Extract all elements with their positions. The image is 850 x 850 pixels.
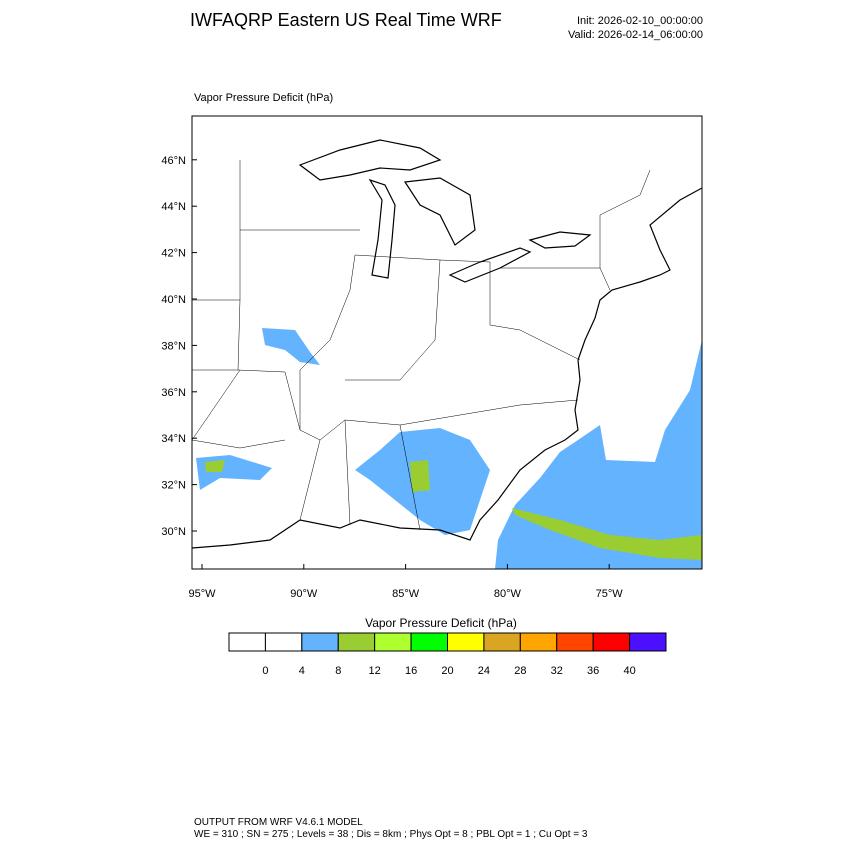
graticule-labels: 30°N 32°N 34°N 36°N 38°N 40°N 42°N 44°N 46°N 95°W… — [161, 155, 623, 600]
coastline — [192, 187, 702, 549]
colorbar-box — [556, 632, 594, 652]
lon-label: 85°W — [392, 588, 420, 600]
lake-superior — [298, 139, 442, 181]
map-frame — [191, 115, 703, 570]
lon-label: 90°W — [290, 588, 318, 600]
vpd-ocean — [495, 340, 702, 569]
colorbar-label: 36 — [587, 665, 599, 677]
lake-erie — [448, 247, 532, 283]
valid-time: Valid: 2026-02-14_06:00:00 — [568, 29, 703, 41]
title: IWFAQRP Eastern US Real Time WRF — [190, 10, 502, 30]
lat-label: 30°N — [161, 526, 186, 538]
colorbar: 0 4 8 12 16 20 24 28 32 36 40 — [228, 632, 667, 677]
vpd-missouri — [262, 328, 320, 365]
vpd-texas-high — [205, 460, 225, 472]
lon-label: 95°W — [188, 588, 216, 600]
colorbar-box — [519, 632, 558, 652]
map-label: Vapor Pressure Deficit (hPa) — [194, 92, 333, 104]
state-borders — [192, 160, 651, 531]
colorbar-label: 28 — [514, 665, 526, 677]
colorbar-box — [629, 632, 667, 652]
vpd-ocean-high — [512, 508, 702, 560]
lat-label: 44°N — [161, 201, 186, 213]
lake-huron — [403, 177, 476, 246]
lat-label: 34°N — [161, 433, 186, 445]
footer-line: WE = 310 ; SN = 275 ; Levels = 38 ; Dis … — [194, 829, 588, 840]
vpd-georgia-high — [410, 460, 430, 492]
colorbar-label: 8 — [335, 665, 341, 677]
lake-ontario — [528, 231, 592, 249]
colorbar-title: Vapor Pressure Deficit (hPa) — [365, 616, 517, 630]
colorbar-label: 16 — [405, 665, 417, 677]
lon-label: 80°W — [494, 588, 522, 600]
lat-label: 36°N — [161, 387, 186, 399]
colorbar-box — [410, 632, 449, 652]
lat-label: 38°N — [161, 340, 186, 352]
colorbar-box — [374, 632, 412, 652]
lat-label: 42°N — [161, 248, 186, 260]
colorbar-label: 12 — [369, 665, 381, 677]
footer-line: OUTPUT FROM WRF V4.6.1 MODEL — [194, 817, 363, 828]
lon-label: 75°W — [596, 588, 624, 600]
init-time: Init: 2026-02-10_00:00:00 — [577, 15, 703, 27]
colorbar-box — [264, 632, 303, 652]
colorbar-box — [483, 632, 521, 652]
colorbar-label: 24 — [478, 665, 490, 677]
map — [191, 115, 703, 570]
colorbar-box — [301, 632, 339, 652]
lake-michigan — [368, 178, 396, 279]
colorbar-label: 0 — [262, 665, 268, 677]
colorbar-box — [447, 632, 485, 652]
colorbar-label: 20 — [441, 665, 453, 677]
lat-label: 40°N — [161, 294, 186, 306]
colorbar-label: 40 — [623, 665, 635, 677]
colorbar-box — [592, 632, 631, 652]
colorbar-label: 4 — [299, 665, 305, 677]
lat-label: 46°N — [161, 155, 186, 167]
colorbar-label: 32 — [551, 665, 563, 677]
colorbar-box — [337, 632, 376, 652]
lat-label: 32°N — [161, 480, 186, 492]
colorbar-box — [228, 632, 266, 652]
